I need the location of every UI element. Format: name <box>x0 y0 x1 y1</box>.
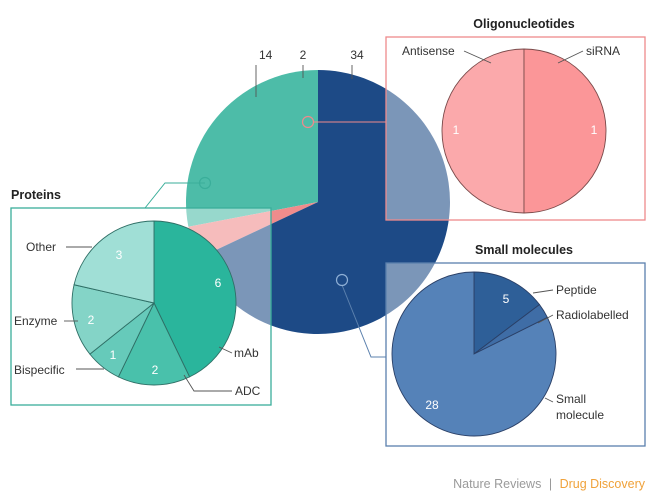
sirna-leader <box>557 50 584 64</box>
antisense-value: 1 <box>453 123 460 137</box>
oligonucleotides-pie <box>441 48 607 214</box>
small-molecule-leader <box>544 397 554 403</box>
proteins-pie <box>71 220 237 386</box>
peptide-leader <box>532 289 554 294</box>
footer-credit: Nature Reviews | Drug Discovery <box>453 477 646 491</box>
proteins-slice-other <box>73 220 155 304</box>
adc-leader <box>183 374 232 392</box>
small-molecules-slice-small-molecule <box>391 271 557 437</box>
oligonucleotides-marker <box>301 115 315 129</box>
radiolabelled-leader <box>537 314 554 324</box>
small-molecules-title: Small molecules <box>475 243 573 257</box>
main-pie <box>186 70 450 334</box>
mab-value: 6 <box>215 276 222 290</box>
mab-leader <box>218 346 233 354</box>
proteins-connector <box>144 182 205 209</box>
antisense-label: Antisense <box>402 44 455 58</box>
other-value: 3 <box>116 248 123 262</box>
peptide-label: Peptide <box>556 283 597 297</box>
oligonucleotides-slice-antisense <box>441 48 525 214</box>
small-molecule-label-line2: molecule <box>556 408 604 422</box>
radiolabelled-label: Radiolabelled <box>556 308 629 322</box>
enzyme-value: 2 <box>88 313 95 327</box>
enzyme-label: Enzyme <box>14 314 58 328</box>
footer-brand: Nature Reviews <box>453 477 541 491</box>
adc-value: 2 <box>152 363 159 377</box>
footer-separator: | <box>549 477 552 491</box>
main-oligonucleotides-value: 2 <box>300 48 307 62</box>
small-molecules-slice-peptide <box>473 271 541 355</box>
oligonucleotides-slice-sirna <box>523 48 607 214</box>
other-label: Other <box>26 240 56 254</box>
footer-journal: Drug Discovery <box>560 477 646 491</box>
main-small-molecules-value: 34 <box>350 48 364 62</box>
sirna-label: siRNA <box>586 44 620 58</box>
mab-label: mAb <box>234 346 259 360</box>
main-proteins-value: 14 <box>259 48 273 62</box>
bispecific-value: 1 <box>110 348 117 362</box>
sirna-value: 1 <box>591 123 598 137</box>
small-molecules-marker <box>335 273 349 287</box>
proteins-slice-mab <box>153 220 237 378</box>
proteins-slice-adc <box>117 301 191 386</box>
proteins-marker <box>198 176 212 190</box>
main-slice-oligonucleotides <box>188 202 318 259</box>
small-molecule-label-line1: Small <box>556 392 586 406</box>
proteins-title: Proteins <box>11 188 61 202</box>
antisense-leader <box>463 50 492 64</box>
small-molecules-connector <box>341 284 386 358</box>
small-molecules-pie <box>391 271 557 437</box>
main-slice-proteins <box>186 70 318 227</box>
adc-label: ADC <box>235 384 261 398</box>
small-molecule-value: 28 <box>425 398 439 412</box>
main-slice-small-molecules <box>198 70 450 334</box>
peptide-value: 5 <box>503 292 510 306</box>
bispecific-label: Bispecific <box>14 363 65 377</box>
oligonucleotides-title: Oligonucleotides <box>473 17 574 31</box>
